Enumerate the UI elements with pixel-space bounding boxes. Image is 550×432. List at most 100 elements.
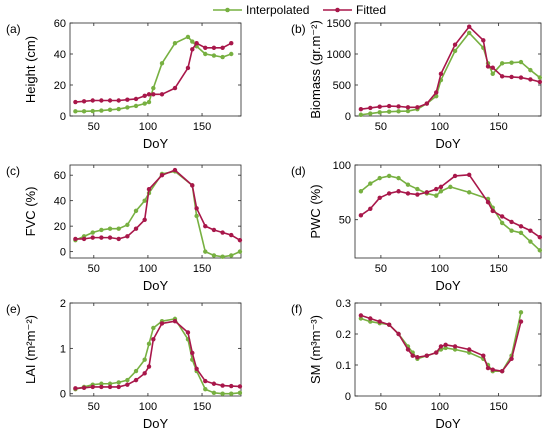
data-point-interpolated bbox=[438, 189, 444, 194]
data-point-fitted bbox=[405, 347, 411, 352]
data-point-interpolated bbox=[151, 325, 156, 331]
data-point-interpolated bbox=[377, 175, 382, 181]
data-point-fitted bbox=[509, 356, 514, 361]
data-point-fitted bbox=[452, 42, 458, 47]
y-axis-label: LAI (m²m⁻²) bbox=[23, 315, 38, 384]
data-point-interpolated bbox=[142, 357, 147, 362]
y-tick-label: 60 bbox=[54, 18, 66, 30]
data-point-fitted bbox=[518, 75, 524, 80]
data-point-fitted bbox=[537, 79, 543, 85]
data-point-fitted bbox=[490, 367, 495, 372]
data-point-interpolated bbox=[499, 220, 505, 226]
x-tick-label: 50 bbox=[88, 263, 100, 275]
data-point-fitted bbox=[528, 77, 533, 82]
data-point-fitted bbox=[172, 85, 178, 91]
data-point-fitted bbox=[396, 104, 401, 109]
axes-frame bbox=[69, 22, 242, 117]
data-point-interpolated bbox=[358, 316, 364, 321]
data-point-fitted bbox=[133, 377, 139, 383]
data-point-interpolated bbox=[528, 67, 533, 73]
data-point-fitted bbox=[509, 219, 514, 225]
data-point-interpolated bbox=[466, 190, 472, 195]
panel-tag: (a) bbox=[6, 22, 21, 36]
data-point-fitted bbox=[203, 45, 208, 50]
panel-0: 50 100 150 0 20 40 60 DoY Height (cm)(a) bbox=[6, 18, 242, 151]
data-point-interpolated bbox=[220, 54, 225, 60]
data-point-interpolated bbox=[509, 228, 514, 233]
y-tick-label: 0 bbox=[345, 111, 351, 123]
data-point-fitted bbox=[358, 313, 364, 318]
data-point-interpolated bbox=[151, 85, 156, 91]
data-point-fitted bbox=[90, 384, 95, 390]
data-point-interpolated bbox=[146, 99, 152, 105]
data-point-fitted bbox=[438, 184, 444, 190]
y-tick-label: 20 bbox=[54, 80, 66, 92]
data-point-fitted bbox=[518, 319, 524, 324]
data-point-fitted bbox=[466, 347, 472, 352]
series-line-interpolated bbox=[360, 312, 522, 373]
data-point-fitted bbox=[116, 98, 121, 103]
data-point-interpolated bbox=[194, 213, 199, 219]
data-point-fitted bbox=[220, 45, 225, 50]
y-tick-label: 2 bbox=[60, 298, 66, 310]
data-point-interpolated bbox=[537, 248, 543, 253]
data-point-fitted bbox=[229, 40, 234, 46]
data-point-interpolated bbox=[107, 226, 113, 231]
data-point-fitted bbox=[151, 337, 156, 342]
data-point-fitted bbox=[434, 186, 439, 192]
data-point-fitted bbox=[415, 192, 420, 197]
data-point-fitted bbox=[485, 200, 491, 205]
axes-frame bbox=[69, 302, 242, 397]
x-tick-label: 50 bbox=[88, 121, 100, 133]
data-point-interpolated bbox=[396, 109, 401, 114]
data-point-fitted bbox=[424, 353, 430, 358]
legend-marker-fitted bbox=[335, 7, 340, 13]
data-point-interpolated bbox=[466, 350, 472, 355]
panel-tag: (d) bbox=[291, 164, 306, 178]
y-axis-label: SM (m³m⁻³) bbox=[308, 315, 323, 384]
x-tick-label: 150 bbox=[489, 263, 507, 275]
x-tick-label: 100 bbox=[431, 263, 449, 275]
data-point-interpolated bbox=[237, 390, 243, 396]
data-point-fitted bbox=[90, 235, 95, 240]
data-point-fitted bbox=[396, 331, 401, 337]
data-point-interpolated bbox=[490, 71, 495, 77]
data-point-fitted bbox=[194, 40, 199, 46]
series-line-interpolated bbox=[75, 170, 241, 258]
data-point-fitted bbox=[405, 105, 411, 110]
data-point-fitted bbox=[73, 236, 78, 242]
data-point-fitted bbox=[490, 208, 495, 214]
data-point-fitted bbox=[443, 342, 448, 348]
data-point-fitted bbox=[125, 382, 130, 387]
data-point-interpolated bbox=[99, 381, 104, 386]
data-point-fitted bbox=[107, 98, 113, 103]
y-axis-label: Height (cm) bbox=[23, 36, 38, 103]
x-axis-label: DoY bbox=[143, 416, 169, 431]
data-point-fitted bbox=[466, 24, 472, 29]
data-point-interpolated bbox=[146, 341, 152, 347]
x-axis-label: DoY bbox=[435, 136, 461, 151]
y-tick-label: 0.1 bbox=[336, 360, 351, 372]
data-point-interpolated bbox=[528, 239, 533, 244]
panel-tag: (f) bbox=[291, 302, 302, 316]
data-point-fitted bbox=[90, 98, 95, 103]
data-point-interpolated bbox=[99, 227, 104, 233]
data-point-fitted bbox=[81, 385, 87, 391]
panel-4: 50 100 150 0 1 2 DoY LAI (m²m⁻²)(e) bbox=[6, 298, 243, 431]
data-point-fitted bbox=[377, 104, 382, 109]
data-point-fitted bbox=[81, 236, 87, 242]
data-point-fitted bbox=[410, 353, 415, 358]
y-tick-label: 0 bbox=[60, 247, 66, 259]
data-point-fitted bbox=[481, 38, 486, 43]
data-point-fitted bbox=[485, 365, 491, 371]
data-point-fitted bbox=[211, 381, 217, 386]
data-point-fitted bbox=[229, 232, 234, 238]
data-point-fitted bbox=[358, 213, 364, 218]
data-point-fitted bbox=[146, 92, 152, 97]
x-tick-label: 100 bbox=[431, 121, 449, 133]
data-point-fitted bbox=[159, 92, 165, 97]
data-point-fitted bbox=[107, 384, 113, 390]
data-point-interpolated bbox=[443, 345, 448, 351]
data-point-interpolated bbox=[190, 39, 195, 44]
